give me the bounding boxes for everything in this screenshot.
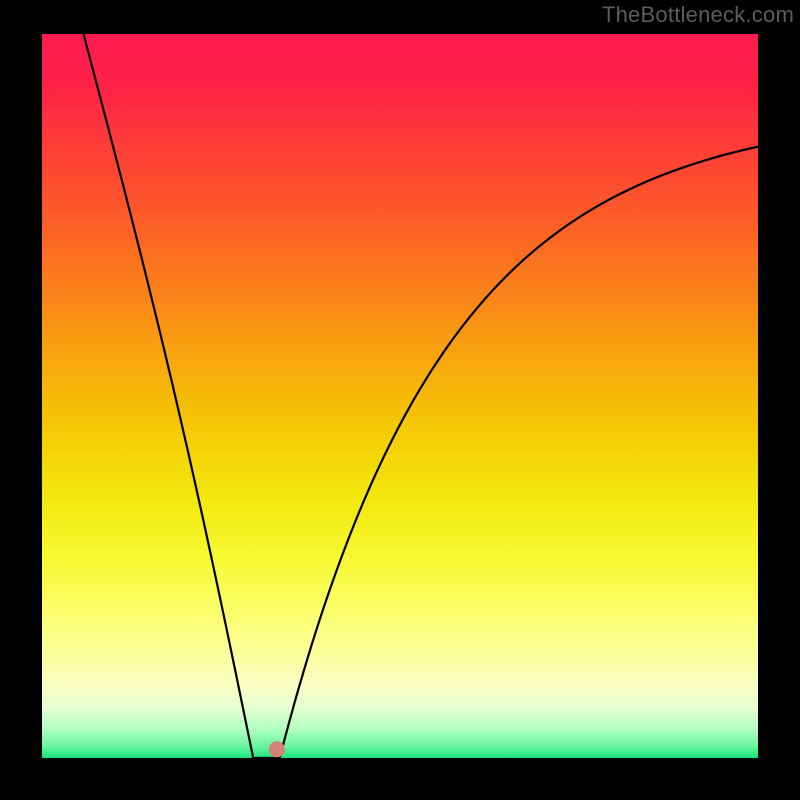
bottleneck-chart-svg bbox=[0, 0, 800, 800]
plot-gradient-background bbox=[42, 34, 758, 758]
optimal-point-marker bbox=[269, 741, 285, 757]
chart-canvas: TheBottleneck.com bbox=[0, 0, 800, 800]
watermark-text: TheBottleneck.com bbox=[602, 2, 794, 28]
